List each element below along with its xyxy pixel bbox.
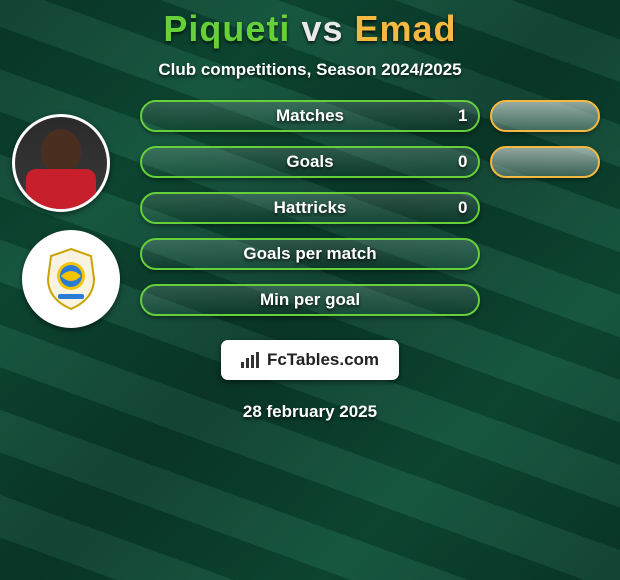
player1-bar xyxy=(140,284,480,316)
player1-bar xyxy=(140,100,480,132)
stat-row: Min per goal xyxy=(0,284,620,316)
badge-text: FcTables.com xyxy=(267,350,379,370)
stat-row: Goals per match xyxy=(0,238,620,270)
source-badge: FcTables.com xyxy=(221,340,399,380)
title-player2: Emad xyxy=(355,8,457,49)
player2-bar xyxy=(490,146,600,178)
badge-wrap: FcTables.com xyxy=(0,330,620,380)
page-title: Piqueti vs Emad xyxy=(0,8,620,50)
comparison-block: Matches1 Goals0 Hattricks0 Goals per match M… xyxy=(0,100,620,316)
player2-bar xyxy=(490,100,600,132)
player1-bar xyxy=(140,238,480,270)
stat-row: Goals0 xyxy=(0,146,620,178)
title-vs: vs xyxy=(301,8,343,49)
player1-bar xyxy=(140,192,480,224)
subtitle: Club competitions, Season 2024/2025 xyxy=(0,60,620,80)
content-root: Piqueti vs Emad Club competitions, Seaso… xyxy=(0,0,620,422)
stat-row: Hattricks0 xyxy=(0,192,620,224)
stat-row: Matches1 xyxy=(0,100,620,132)
player1-bar xyxy=(140,146,480,178)
footer-date: 28 february 2025 xyxy=(0,402,620,422)
title-player1: Piqueti xyxy=(163,8,290,49)
bar-chart-icon xyxy=(241,352,261,368)
